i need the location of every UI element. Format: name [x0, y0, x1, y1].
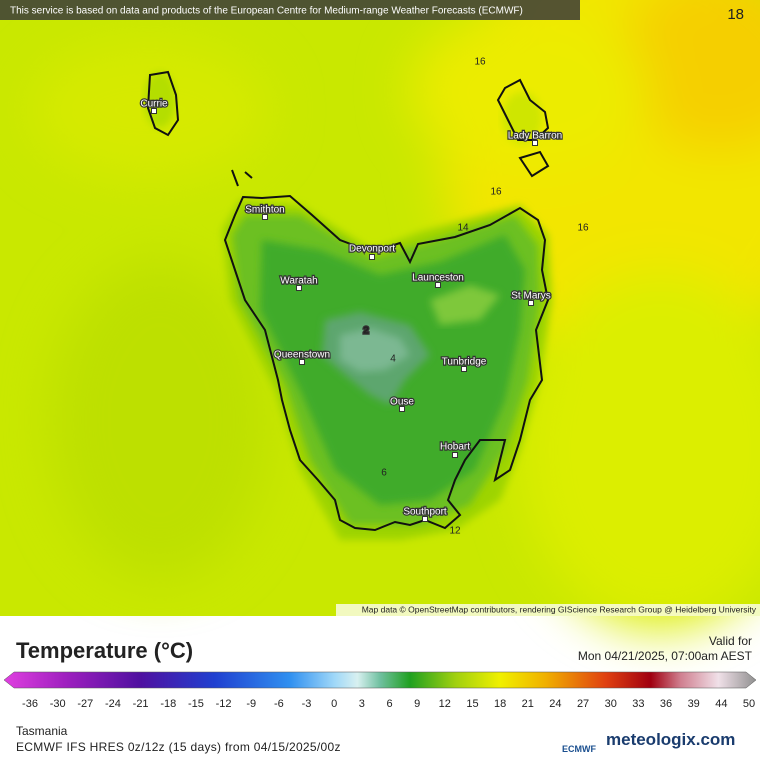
scale-label: 0: [331, 698, 337, 710]
city-label: Hobart: [440, 442, 470, 453]
city-marker: [528, 300, 534, 306]
contour-label: 12: [449, 526, 461, 537]
city-label: Smithton: [245, 205, 284, 216]
contour-label: 14: [457, 223, 469, 234]
frame-number: 18: [727, 6, 744, 23]
scale-label: -9: [246, 698, 256, 710]
valid-label: Valid for: [708, 634, 752, 648]
city-label: St Marys: [511, 291, 550, 302]
banner-bg: [0, 0, 580, 20]
land-temperature-field: [144, 72, 552, 540]
scale-label: -30: [50, 698, 66, 710]
city-marker: [452, 452, 458, 458]
city-marker: [262, 214, 268, 220]
scale-label: -27: [77, 698, 93, 710]
scale-label: -3: [302, 698, 312, 710]
city-label: Lady Barron: [508, 131, 562, 142]
model-info: ECMWF IFS HRES 0z/12z (15 days) from 04/…: [16, 740, 341, 754]
city-marker: [151, 108, 157, 114]
region: Tasmania: [16, 724, 68, 738]
scale-label: -15: [188, 698, 204, 710]
city-marker: [399, 406, 405, 412]
scale-label: -6: [274, 698, 284, 710]
scale-label: 18: [494, 698, 506, 710]
scale-label: 12: [439, 698, 451, 710]
contour-label: 2: [363, 326, 369, 337]
scale-label: 24: [549, 698, 561, 710]
valid-time: Mon 04/21/2025, 07:00am AEST: [577, 649, 752, 663]
scale-label: 36: [660, 698, 672, 710]
city-label: Launceston: [412, 273, 464, 284]
legend-title: Temperature (°C): [16, 638, 194, 663]
city-label: Currie: [140, 99, 168, 110]
city-marker: [422, 516, 428, 522]
scale-label: 39: [688, 698, 700, 710]
scale-label: 15: [466, 698, 478, 710]
scale-label: 33: [632, 698, 644, 710]
sea-temperature-field: [30, 0, 760, 630]
scale-label: 30: [605, 698, 617, 710]
contour-label: 16: [474, 57, 486, 68]
scale-label: 50: [743, 698, 755, 710]
city-marker: [435, 282, 441, 288]
city-label: Tunbridge: [442, 357, 487, 368]
scale-label: -18: [160, 698, 176, 710]
banner-text: This service is based on data and produc…: [10, 6, 523, 17]
ecmwf-logo: ECMWF: [562, 744, 596, 754]
contour-label: 16: [577, 223, 589, 234]
city-label: Queenstown: [274, 350, 330, 361]
attribution-bg: [336, 604, 760, 616]
scale-label: 21: [522, 698, 534, 710]
contour-label: 16: [490, 187, 502, 198]
city-marker: [296, 285, 302, 291]
contour-label: 6: [381, 468, 387, 479]
city-marker: [532, 140, 538, 146]
coastline: [146, 70, 550, 532]
scale-label: -12: [216, 698, 232, 710]
city-marker: [299, 359, 305, 365]
scale-label: 3: [359, 698, 365, 710]
brand-logo[interactable]: meteologix.com: [606, 730, 736, 749]
attribution: Map data © OpenStreetMap contributors, r…: [362, 604, 757, 614]
city-marker: [369, 254, 375, 260]
city-label: Waratah: [280, 276, 317, 287]
city-marker: [461, 366, 467, 372]
scale-label: 6: [386, 698, 392, 710]
scale-label: 27: [577, 698, 589, 710]
scale-label: 44: [715, 698, 727, 710]
city-label: Devonport: [349, 244, 395, 255]
city-label: Southport: [403, 507, 447, 518]
scale-label: -24: [105, 698, 121, 710]
contour-label: 4: [390, 354, 396, 365]
scale-label: 9: [414, 698, 420, 710]
scale-label: -21: [133, 698, 149, 710]
scale-label: -36: [22, 698, 38, 710]
city-label: Ouse: [390, 397, 414, 408]
color-scale: [3, 671, 757, 689]
